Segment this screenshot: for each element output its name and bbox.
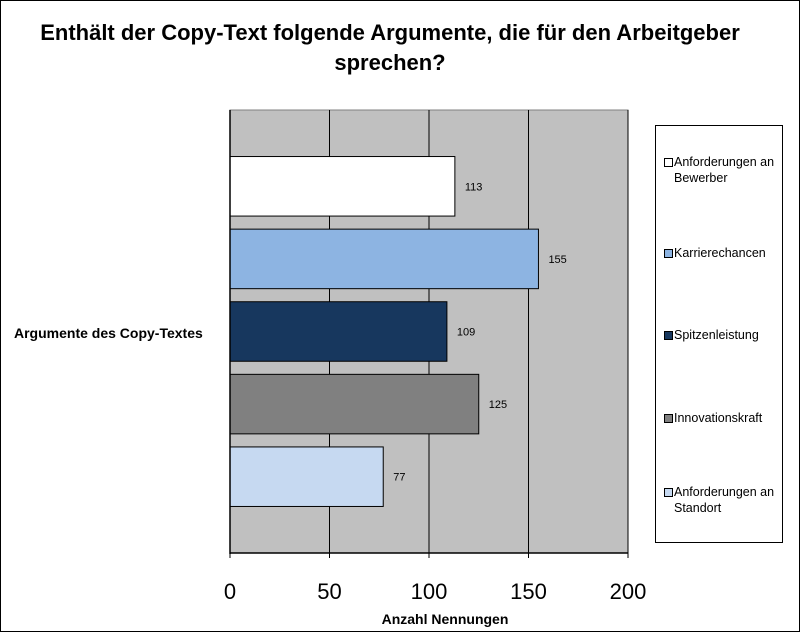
bar	[229, 156, 456, 217]
legend-swatch	[664, 488, 673, 497]
legend-item: Spitzenleistung	[664, 327, 782, 343]
axes	[229, 110, 628, 554]
legend-label: Karrierechancen	[674, 245, 766, 260]
chart-title: Enthält der Copy-Text folgende Argumente…	[40, 20, 740, 75]
legend-label: Innovationskraft	[674, 410, 763, 425]
legend-swatch	[664, 248, 673, 258]
x-tick-label: 200	[610, 579, 647, 604]
bar	[229, 301, 448, 362]
x-tick-labels: 0 50 100 150 200	[224, 579, 646, 604]
bar-value-label: 125	[489, 399, 507, 411]
x-tick-label: 0	[224, 579, 236, 604]
legend-label: Anforderungen an Bewerber	[674, 155, 775, 185]
y-axis-label: Argumente des Copy-Textes	[14, 325, 203, 341]
x-tick-label: 50	[317, 579, 341, 604]
legend-item: Anforderungen an Bewerber	[664, 154, 782, 186]
x-axis-label: Anzahl Nennungen	[382, 611, 509, 627]
legend-item: Karrierechancen	[664, 245, 782, 261]
bar	[229, 446, 384, 507]
x-tick-label: 100	[411, 579, 448, 604]
legend-swatch	[664, 413, 673, 423]
bar	[229, 373, 480, 435]
bar-value-label: 77	[393, 472, 405, 484]
bar-value-label: 113	[465, 181, 483, 193]
bar-value-label: 109	[457, 327, 475, 339]
bar-value-label: 155	[548, 254, 566, 266]
legend-label: Anforderungen an Standort	[674, 485, 775, 515]
bar-labels: 113 155 109 125 77	[393, 181, 567, 483]
legend-item: Innovationskraft	[664, 410, 782, 426]
bar	[229, 228, 539, 290]
legend-swatch	[664, 331, 673, 340]
x-tick-label: 150	[510, 579, 547, 604]
legend-item: Anforderungen an Standort	[664, 484, 782, 516]
bars	[229, 156, 539, 507]
legend-swatch	[664, 158, 673, 167]
legend: Anforderungen an Bewerber Karrierechancen…	[655, 125, 783, 543]
legend-label: Spitzenleistung	[674, 328, 759, 342]
